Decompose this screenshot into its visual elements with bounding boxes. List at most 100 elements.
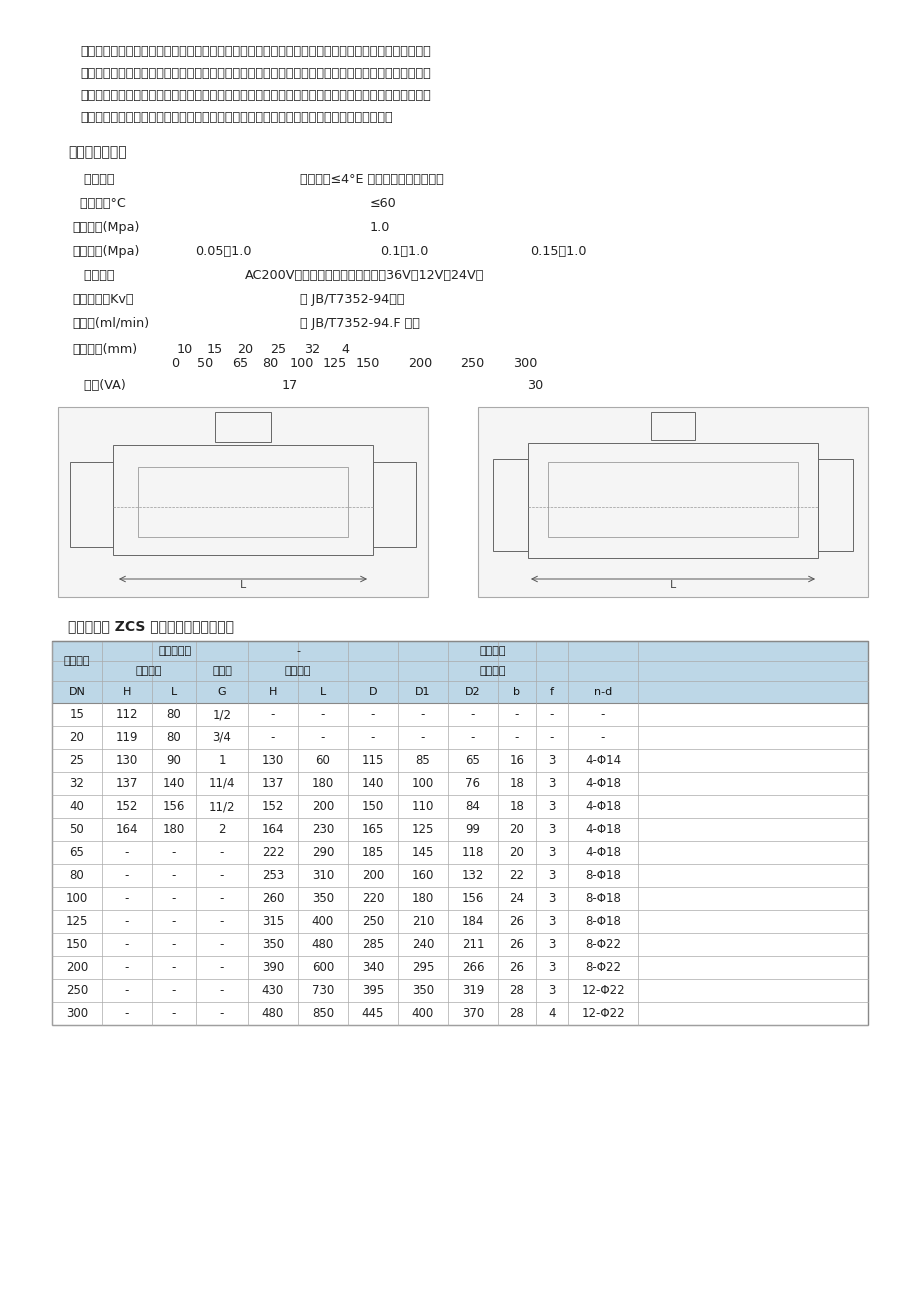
- Text: 90: 90: [166, 754, 181, 767]
- Text: 电源电压: 电源电压: [72, 270, 114, 283]
- Text: 160: 160: [412, 868, 434, 881]
- Bar: [478, 408, 867, 598]
- Text: 4: 4: [548, 1006, 555, 1019]
- Text: 200: 200: [312, 799, 334, 812]
- Text: 319: 319: [461, 984, 483, 997]
- Text: 350: 350: [312, 892, 334, 905]
- Text: 8-Φ22: 8-Φ22: [584, 961, 620, 974]
- Text: 260: 260: [262, 892, 284, 905]
- Text: 110: 110: [412, 799, 434, 812]
- Text: 外形尺寸: 外形尺寸: [136, 667, 162, 676]
- Text: -: -: [370, 708, 375, 721]
- Text: -: -: [515, 730, 518, 743]
- Text: G: G: [218, 687, 226, 697]
- Text: 222: 222: [262, 846, 284, 859]
- Text: 100: 100: [289, 357, 314, 370]
- Text: -: -: [172, 846, 176, 859]
- Text: D: D: [369, 687, 377, 697]
- Text: -: -: [220, 961, 224, 974]
- Text: -: -: [471, 708, 475, 721]
- Bar: [52, 887, 867, 910]
- Text: 164: 164: [116, 823, 138, 836]
- Text: 20: 20: [237, 342, 253, 355]
- Text: b: b: [513, 687, 520, 697]
- Text: ≤60: ≤60: [369, 197, 396, 210]
- Text: 功耗(VA): 功耗(VA): [72, 379, 126, 392]
- Text: 3/4: 3/4: [212, 730, 232, 743]
- Text: 12-Φ22: 12-Φ22: [581, 1006, 624, 1019]
- Text: 12-Φ22: 12-Φ22: [581, 984, 624, 997]
- Text: 65: 65: [70, 846, 85, 859]
- Text: 20: 20: [509, 823, 524, 836]
- Text: 20: 20: [70, 730, 85, 743]
- Text: 200: 200: [407, 357, 432, 370]
- Text: 内螺纹连接: 内螺纹连接: [158, 646, 191, 656]
- Text: 84: 84: [465, 799, 480, 812]
- Text: 100: 100: [412, 777, 434, 790]
- Text: 24: 24: [509, 892, 524, 905]
- Bar: [372, 462, 415, 547]
- Text: -: -: [321, 730, 324, 743]
- Text: -: -: [220, 868, 224, 881]
- Text: H: H: [122, 687, 131, 697]
- Text: 11/2: 11/2: [209, 799, 235, 812]
- Text: 水、粘度≤4°E 油及其它非腐蚀性液体: 水、粘度≤4°E 油及其它非腐蚀性液体: [300, 173, 443, 186]
- Text: 80: 80: [166, 730, 181, 743]
- Bar: [52, 979, 867, 1003]
- Text: 2: 2: [218, 823, 225, 836]
- Bar: [58, 408, 427, 598]
- Text: 300: 300: [512, 357, 537, 370]
- Text: 3: 3: [548, 984, 555, 997]
- Text: -: -: [125, 846, 129, 859]
- Text: D2: D2: [465, 687, 481, 697]
- Text: 流量系数（Kv）: 流量系数（Kv）: [72, 293, 133, 306]
- Text: 152: 152: [116, 799, 138, 812]
- Text: 8-Φ18: 8-Φ18: [584, 892, 620, 905]
- Text: 28: 28: [509, 984, 524, 997]
- Text: -: -: [172, 1006, 176, 1019]
- Bar: [52, 934, 867, 956]
- Text: 400: 400: [312, 915, 334, 928]
- Text: 28: 28: [509, 1006, 524, 1019]
- Text: 130: 130: [262, 754, 284, 767]
- Text: 外形尺寸: 外形尺寸: [285, 667, 311, 676]
- Text: -: -: [125, 868, 129, 881]
- Text: 125: 125: [412, 823, 434, 836]
- Text: 电，磁场消失，活动铁芯复位，封闭导阀口，导阀和主阀腔内压力平衡后，阀又呈关闭状态。: 电，磁场消失，活动铁芯复位，封闭导阀口，导阀和主阀腔内压力平衡后，阀又呈关闭状态…: [80, 111, 392, 124]
- Text: 公称压力(Mpa): 公称压力(Mpa): [72, 221, 139, 234]
- Text: 0.15～1.0: 0.15～1.0: [529, 245, 586, 258]
- Text: 300: 300: [66, 1006, 88, 1019]
- Text: 3: 3: [548, 823, 555, 836]
- Bar: [52, 1003, 867, 1025]
- Text: 156: 156: [461, 892, 483, 905]
- Text: 285: 285: [361, 937, 384, 950]
- Text: 390: 390: [262, 961, 284, 974]
- Text: 18: 18: [509, 777, 524, 790]
- Bar: [651, 411, 694, 440]
- Text: -: -: [125, 915, 129, 928]
- Text: 118: 118: [461, 846, 483, 859]
- Text: 340: 340: [361, 961, 384, 974]
- Text: L: L: [320, 687, 325, 697]
- Text: -: -: [220, 1006, 224, 1019]
- Bar: [52, 841, 867, 865]
- Text: 180: 180: [163, 823, 185, 836]
- Text: 140: 140: [163, 777, 185, 790]
- Text: 26: 26: [509, 961, 524, 974]
- Text: H: H: [268, 687, 277, 697]
- Text: -: -: [172, 937, 176, 950]
- Text: 200: 200: [66, 961, 88, 974]
- Text: -: -: [172, 984, 176, 997]
- Text: 五、工洲牌 ZCS 法兰电磁阀安装尺寸：: 五、工洲牌 ZCS 法兰电磁阀安装尺寸：: [68, 618, 233, 633]
- Text: 30: 30: [527, 379, 542, 392]
- Text: -: -: [471, 730, 475, 743]
- Text: 15: 15: [70, 708, 85, 721]
- Text: -: -: [172, 892, 176, 905]
- Bar: [113, 445, 372, 555]
- Text: 125: 125: [66, 915, 88, 928]
- Text: 730: 730: [312, 984, 334, 997]
- Text: 4-Φ18: 4-Φ18: [584, 799, 620, 812]
- Text: 130: 130: [116, 754, 138, 767]
- Bar: [528, 443, 817, 559]
- Bar: [52, 641, 867, 1025]
